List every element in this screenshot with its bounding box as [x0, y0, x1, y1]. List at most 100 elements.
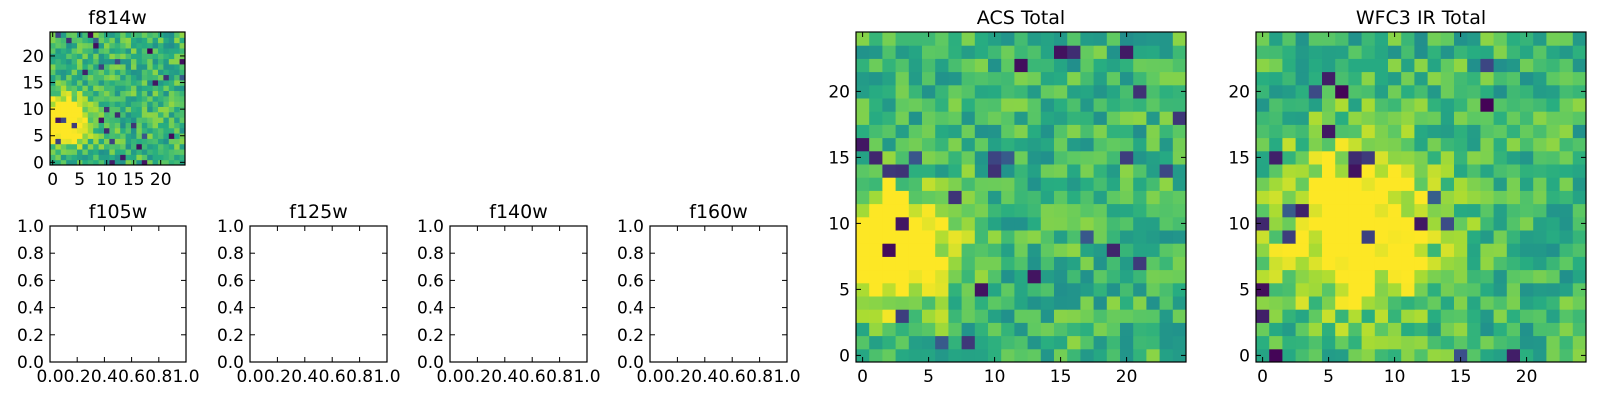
- heatmap-cell: [136, 138, 143, 145]
- heatmap-cell: [174, 101, 181, 107]
- heatmap-cell: [50, 117, 56, 123]
- heatmap-cell: [1256, 150, 1270, 165]
- heatmap-cell: [908, 98, 923, 112]
- heatmap-cell: [1546, 98, 1561, 112]
- heatmap-cell: [93, 106, 100, 113]
- heatmap-cell: [1172, 98, 1187, 112]
- heatmap-cell: [1467, 71, 1481, 86]
- heatmap-cell: [1282, 177, 1297, 191]
- heatmap-cell: [1480, 137, 1495, 152]
- heatmap-cell: [1282, 256, 1297, 271]
- heatmap-cell: [82, 37, 89, 44]
- heatmap-cell: [1093, 309, 1108, 323]
- heatmap-cell: [1427, 150, 1442, 165]
- heatmap-cell: [1146, 243, 1161, 257]
- heatmap-cell: [1014, 216, 1029, 231]
- heatmap-cell: [168, 117, 175, 123]
- heatmap-cell: [1120, 230, 1134, 244]
- heatmap-cell: [1120, 282, 1134, 297]
- heatmap-cell: [60, 79, 67, 86]
- heatmap-cell: [55, 63, 62, 70]
- heatmap-cell: [1361, 322, 1376, 337]
- heatmap-cell: [1308, 71, 1323, 86]
- heatmap-cell: [1322, 137, 1336, 152]
- heatmap-cell: [152, 53, 159, 60]
- heatmap-cell: [935, 296, 949, 310]
- heatmap-cell: [109, 63, 116, 70]
- heatmap-cell: [98, 32, 105, 38]
- heatmap-cell: [179, 32, 186, 38]
- heatmap-cell: [82, 79, 89, 86]
- heatmap-cell: [1493, 150, 1508, 165]
- heatmap-cell: [1001, 111, 1015, 125]
- heatmap-cell: [1559, 190, 1574, 205]
- heatmap-cell: [908, 348, 923, 363]
- heatmap-cell: [908, 269, 923, 284]
- heatmap-cell: [1040, 111, 1055, 125]
- heatmap-cell: [869, 243, 883, 257]
- heatmap-cell: [1401, 230, 1415, 244]
- heatmap-cell: [1172, 309, 1187, 323]
- heatmap-cell: [1282, 164, 1297, 178]
- heatmap-cell: [1480, 111, 1495, 125]
- y-tick-label: 0: [33, 153, 44, 173]
- heatmap-cell: [158, 95, 164, 102]
- heatmap-cell: [136, 143, 143, 150]
- heatmap-cell: [60, 47, 67, 54]
- heatmap-cell: [1027, 58, 1042, 73]
- heatmap-cell: [1093, 32, 1108, 46]
- heatmap-cell: [60, 122, 67, 129]
- heatmap-cell: [961, 98, 976, 112]
- heatmap-cell: [1001, 98, 1015, 112]
- heatmap-cell: [114, 154, 121, 161]
- heatmap-cell: [1014, 150, 1029, 165]
- heatmap-cell: [120, 53, 127, 60]
- heatmap-cell: [1106, 124, 1121, 139]
- heatmap-cell: [125, 154, 132, 161]
- heatmap-cell: [1040, 58, 1055, 73]
- heatmap-cell: [974, 296, 989, 310]
- heatmap-cell: [1374, 243, 1389, 257]
- heatmap-cell: [71, 149, 78, 155]
- heatmap-cell: [168, 79, 175, 86]
- heatmap-cell: [1467, 282, 1481, 297]
- heatmap-cell: [147, 111, 154, 118]
- heatmap-cell: [974, 84, 989, 99]
- heatmap-cell: [1467, 111, 1481, 125]
- heatmap-cell: [147, 79, 154, 86]
- x-tick-label: 10: [984, 367, 1006, 387]
- heatmap-cell: [114, 58, 121, 65]
- heatmap-cell: [114, 122, 121, 129]
- heatmap-cell: [1080, 348, 1095, 363]
- heatmap-cell: [1388, 32, 1402, 46]
- heatmap-cell: [152, 133, 159, 139]
- heatmap-cell: [77, 85, 83, 92]
- heatmap-cell: [120, 58, 127, 65]
- heatmap-cell: [1467, 243, 1481, 257]
- heatmap-cell: [147, 122, 154, 129]
- heatmap-cell: [1348, 177, 1363, 191]
- heatmap-cell: [50, 90, 56, 97]
- heatmap-cell: [131, 85, 137, 92]
- heatmap-cell: [98, 74, 105, 81]
- heatmap-cell: [1067, 335, 1081, 350]
- heatmap-cell: [961, 348, 976, 363]
- heatmap-cell: [1401, 203, 1415, 218]
- heatmap-cell: [1414, 203, 1429, 218]
- heatmap-cell: [1374, 45, 1389, 59]
- heatmap-cell: [1414, 98, 1429, 112]
- heatmap-cell: [136, 159, 143, 166]
- heatmap-cell: [935, 137, 949, 152]
- heatmap-cell: [935, 230, 949, 244]
- heatmap-cell: [1572, 230, 1587, 244]
- heatmap-cell: [168, 95, 175, 102]
- heatmap-cell: [87, 159, 94, 166]
- heatmap-cell: [55, 79, 62, 86]
- heatmap-cell: [1414, 124, 1429, 139]
- heatmap-cell: [158, 122, 164, 129]
- heatmap-cell: [60, 42, 67, 49]
- heatmap-cell: [163, 143, 170, 150]
- heatmap-cell: [1414, 150, 1429, 165]
- heatmap-cell: [1106, 84, 1121, 99]
- heatmap-cell: [1295, 84, 1310, 99]
